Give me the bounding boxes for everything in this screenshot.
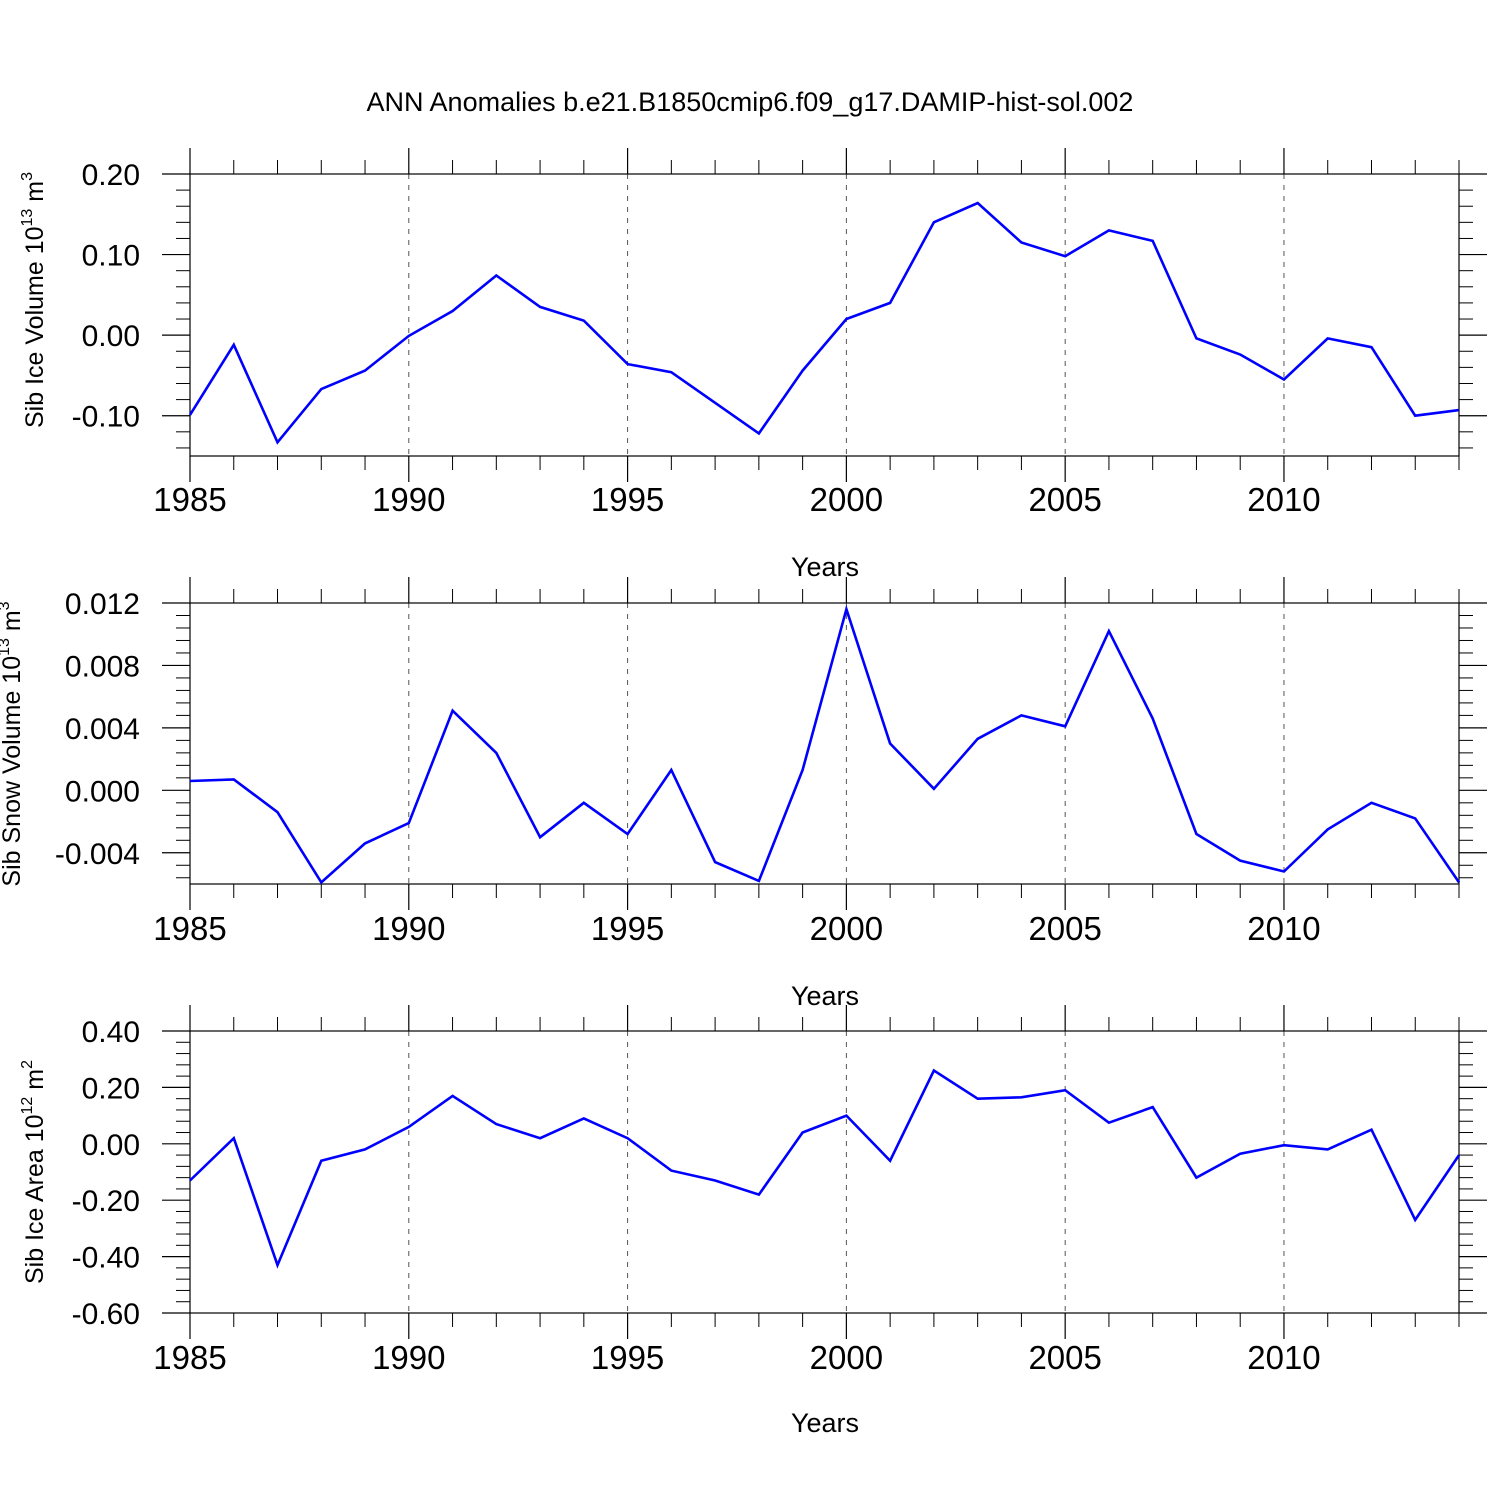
y-tick-label: -0.40 xyxy=(72,1242,140,1275)
panel-snow-volume: Sib Snow Volume 1013 m3 Years 1985 1990 19… xyxy=(0,577,1487,1011)
x-tick-label: 1995 xyxy=(591,910,664,947)
xlabel-ice-volume: Years xyxy=(791,552,859,582)
x-tick-label: 1990 xyxy=(372,910,445,947)
x-tick-label: 1995 xyxy=(591,481,664,518)
x-tick-label: 1995 xyxy=(591,1339,664,1376)
y-tick-label: 0.20 xyxy=(82,1072,140,1105)
y-tick-label: 0.10 xyxy=(82,240,140,273)
ylabel-ice-area-main: Sib Ice Area 10 xyxy=(21,1114,49,1284)
ylabel-ice-volume-mid: m xyxy=(21,181,49,209)
panel-ice-area: Sib Ice Area 1012 m2 Years 1985 1990 1995 2… xyxy=(19,1005,1487,1438)
y-tick-label: 0.40 xyxy=(82,1016,140,1049)
ylabel-ice-area-exp1: 12 xyxy=(19,1097,36,1115)
x-tick-label: 2010 xyxy=(1247,1339,1320,1376)
y-tick-label: -0.004 xyxy=(55,838,140,871)
y-tick-label: -0.60 xyxy=(72,1298,140,1331)
series-line xyxy=(188,201,1460,445)
x-tick-label: 2000 xyxy=(810,1339,883,1376)
ylabel-snow-volume: Sib Snow Volume 1013 m3 xyxy=(0,601,26,886)
y-tick-label: 0.008 xyxy=(65,650,140,683)
x-tick-label: 1985 xyxy=(153,910,226,947)
y-tick-label: 0.012 xyxy=(65,588,140,621)
ylabel-snow-volume-exp1: 13 xyxy=(0,638,13,656)
x-tick-label: 2005 xyxy=(1028,481,1101,518)
x-tick-label: 1985 xyxy=(153,481,226,518)
x-tick-label: 1985 xyxy=(153,1339,226,1376)
xlabel-snow-volume: Years xyxy=(791,981,859,1011)
x-tick-label: 2010 xyxy=(1247,481,1320,518)
x-tick-label: 1990 xyxy=(372,481,445,518)
ylabel-ice-volume-main: Sib Ice Volume 10 xyxy=(21,226,49,428)
ylabel-ice-volume-exp2: 3 xyxy=(19,172,36,181)
figure-title: ANN Anomalies b.e21.B1850cmip6.f09_g17.D… xyxy=(367,87,1134,117)
y-tick-label: 0.004 xyxy=(65,713,140,746)
x-tick-label: 2000 xyxy=(810,481,883,518)
panel-ice-volume: Sib Ice Volume 1013 m3 Years 1985 1990 199… xyxy=(19,148,1487,582)
x-tick-label: 2010 xyxy=(1247,910,1320,947)
x-tick-label: 1990 xyxy=(372,1339,445,1376)
ylabel-ice-area-exp2: 2 xyxy=(19,1060,36,1069)
x-tick-label: 2000 xyxy=(810,910,883,947)
y-tick-label: 0.00 xyxy=(82,1129,140,1162)
y-tick-label: 0.000 xyxy=(65,775,140,808)
plot-frame xyxy=(189,602,1460,885)
ylabel-ice-area: Sib Ice Area 1012 m2 xyxy=(19,1060,49,1284)
series-line xyxy=(189,604,1461,885)
ylabel-ice-volume: Sib Ice Volume 1013 m3 xyxy=(19,172,49,428)
plot-frame xyxy=(189,1030,1460,1314)
y-tick-label: 0.20 xyxy=(82,159,140,192)
x-tick-label: 2005 xyxy=(1028,1339,1101,1376)
ylabel-snow-volume-mid: m xyxy=(0,610,26,638)
plot-frame xyxy=(189,173,1460,457)
xlabel-ice-area: Years xyxy=(791,1408,859,1438)
ylabel-ice-area-mid: m xyxy=(21,1069,49,1097)
ylabel-snow-volume-main: Sib Snow Volume 10 xyxy=(0,656,26,887)
ylabel-snow-volume-exp2: 3 xyxy=(0,601,13,610)
ylabel-ice-volume-exp1: 13 xyxy=(19,209,36,227)
y-tick-label: -0.10 xyxy=(72,401,140,434)
x-tick-label: 2005 xyxy=(1028,910,1101,947)
y-tick-label: 0.00 xyxy=(82,320,140,353)
series-line xyxy=(189,1068,1461,1269)
y-tick-label: -0.20 xyxy=(72,1185,140,1218)
